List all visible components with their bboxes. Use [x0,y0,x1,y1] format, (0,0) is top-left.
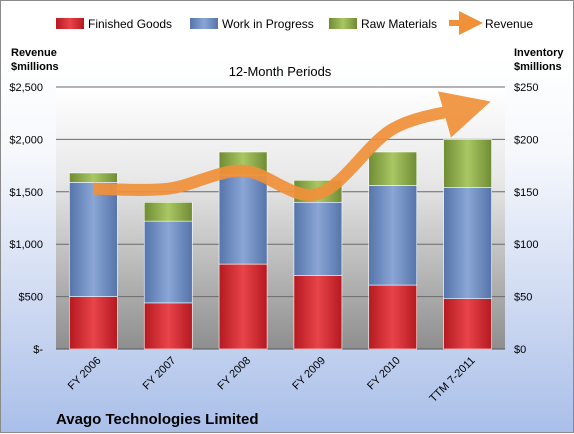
bar-work-in-progress [218,174,268,265]
bar-work-in-progress [368,185,418,286]
revenue-line-path [93,91,491,201]
bar-finished-goods [69,296,118,350]
legend-swatch-raw-materials [329,18,357,29]
bar-finished-goods [143,302,193,350]
left-tick-label: $500 [19,292,43,304]
bar-work-in-progress [443,187,492,299]
x-tick-label: FY 2007 [141,355,179,393]
left-tick-label: $2,500 [9,82,43,94]
x-tick-label: TTM 7-2011 [427,355,477,405]
chart-title: Avago Technologies Limited [56,411,259,428]
right-tick-label: $250 [514,82,538,94]
left-tick-label: $- [33,344,43,356]
plot-area [56,87,505,349]
legend: Finished Goods Work in Progress Raw Mate… [56,11,533,35]
left-axis-title: Revenue $millions [11,47,60,73]
legend-swatch-finished-goods [56,18,84,29]
right-axis-title: Inventory $millions [514,47,567,73]
left-tick-label: $1,000 [9,239,43,251]
bar-raw-materials [143,201,193,222]
legend-label-raw-materials: Raw Materials [361,17,437,31]
left-tick-label: $1,500 [9,187,43,199]
bar-raw-materials [368,151,418,186]
right-tick-label: $100 [514,239,538,251]
x-tick-label: FY 2008 [215,355,253,393]
legend-label-revenue: Revenue [485,17,533,31]
bar-work-in-progress [143,220,193,304]
revenue-line [93,91,491,201]
legend-label-work-in-progress: Work in Progress [222,17,314,31]
legend-swatch-work-in-progress [190,18,218,29]
right-axis-ticks: $0 $50 $100 $150 $200 $250 [514,82,538,356]
chart-subtitle: 12-Month Periods [229,64,332,79]
bar-finished-goods [218,263,268,350]
bar-finished-goods [443,298,492,350]
legend-label-finished-goods: Finished Goods [88,17,172,31]
bar-work-in-progress [69,182,118,297]
left-tick-label: $2,000 [9,134,43,146]
bar-finished-goods [293,275,343,350]
bar-work-in-progress [293,201,343,276]
x-tick-label: FY 2010 [365,355,403,393]
x-axis-ticks: FY 2006 FY 2007 FY 2008 FY 2009 FY 2010 TTM 7… [66,355,478,405]
left-axis-ticks: $- $500 $1,000 $1,500 $2,000 $2,500 [9,82,43,356]
right-tick-label: $200 [514,134,538,146]
bar-raw-materials [443,139,492,188]
right-tick-label: $50 [514,292,532,304]
right-tick-label: $150 [514,187,538,199]
x-tick-label: FY 2006 [66,355,104,393]
right-tick-label: $0 [514,344,526,356]
bar-raw-materials [69,172,118,183]
x-tick-label: FY 2009 [290,355,328,393]
bar-finished-goods [368,284,418,350]
